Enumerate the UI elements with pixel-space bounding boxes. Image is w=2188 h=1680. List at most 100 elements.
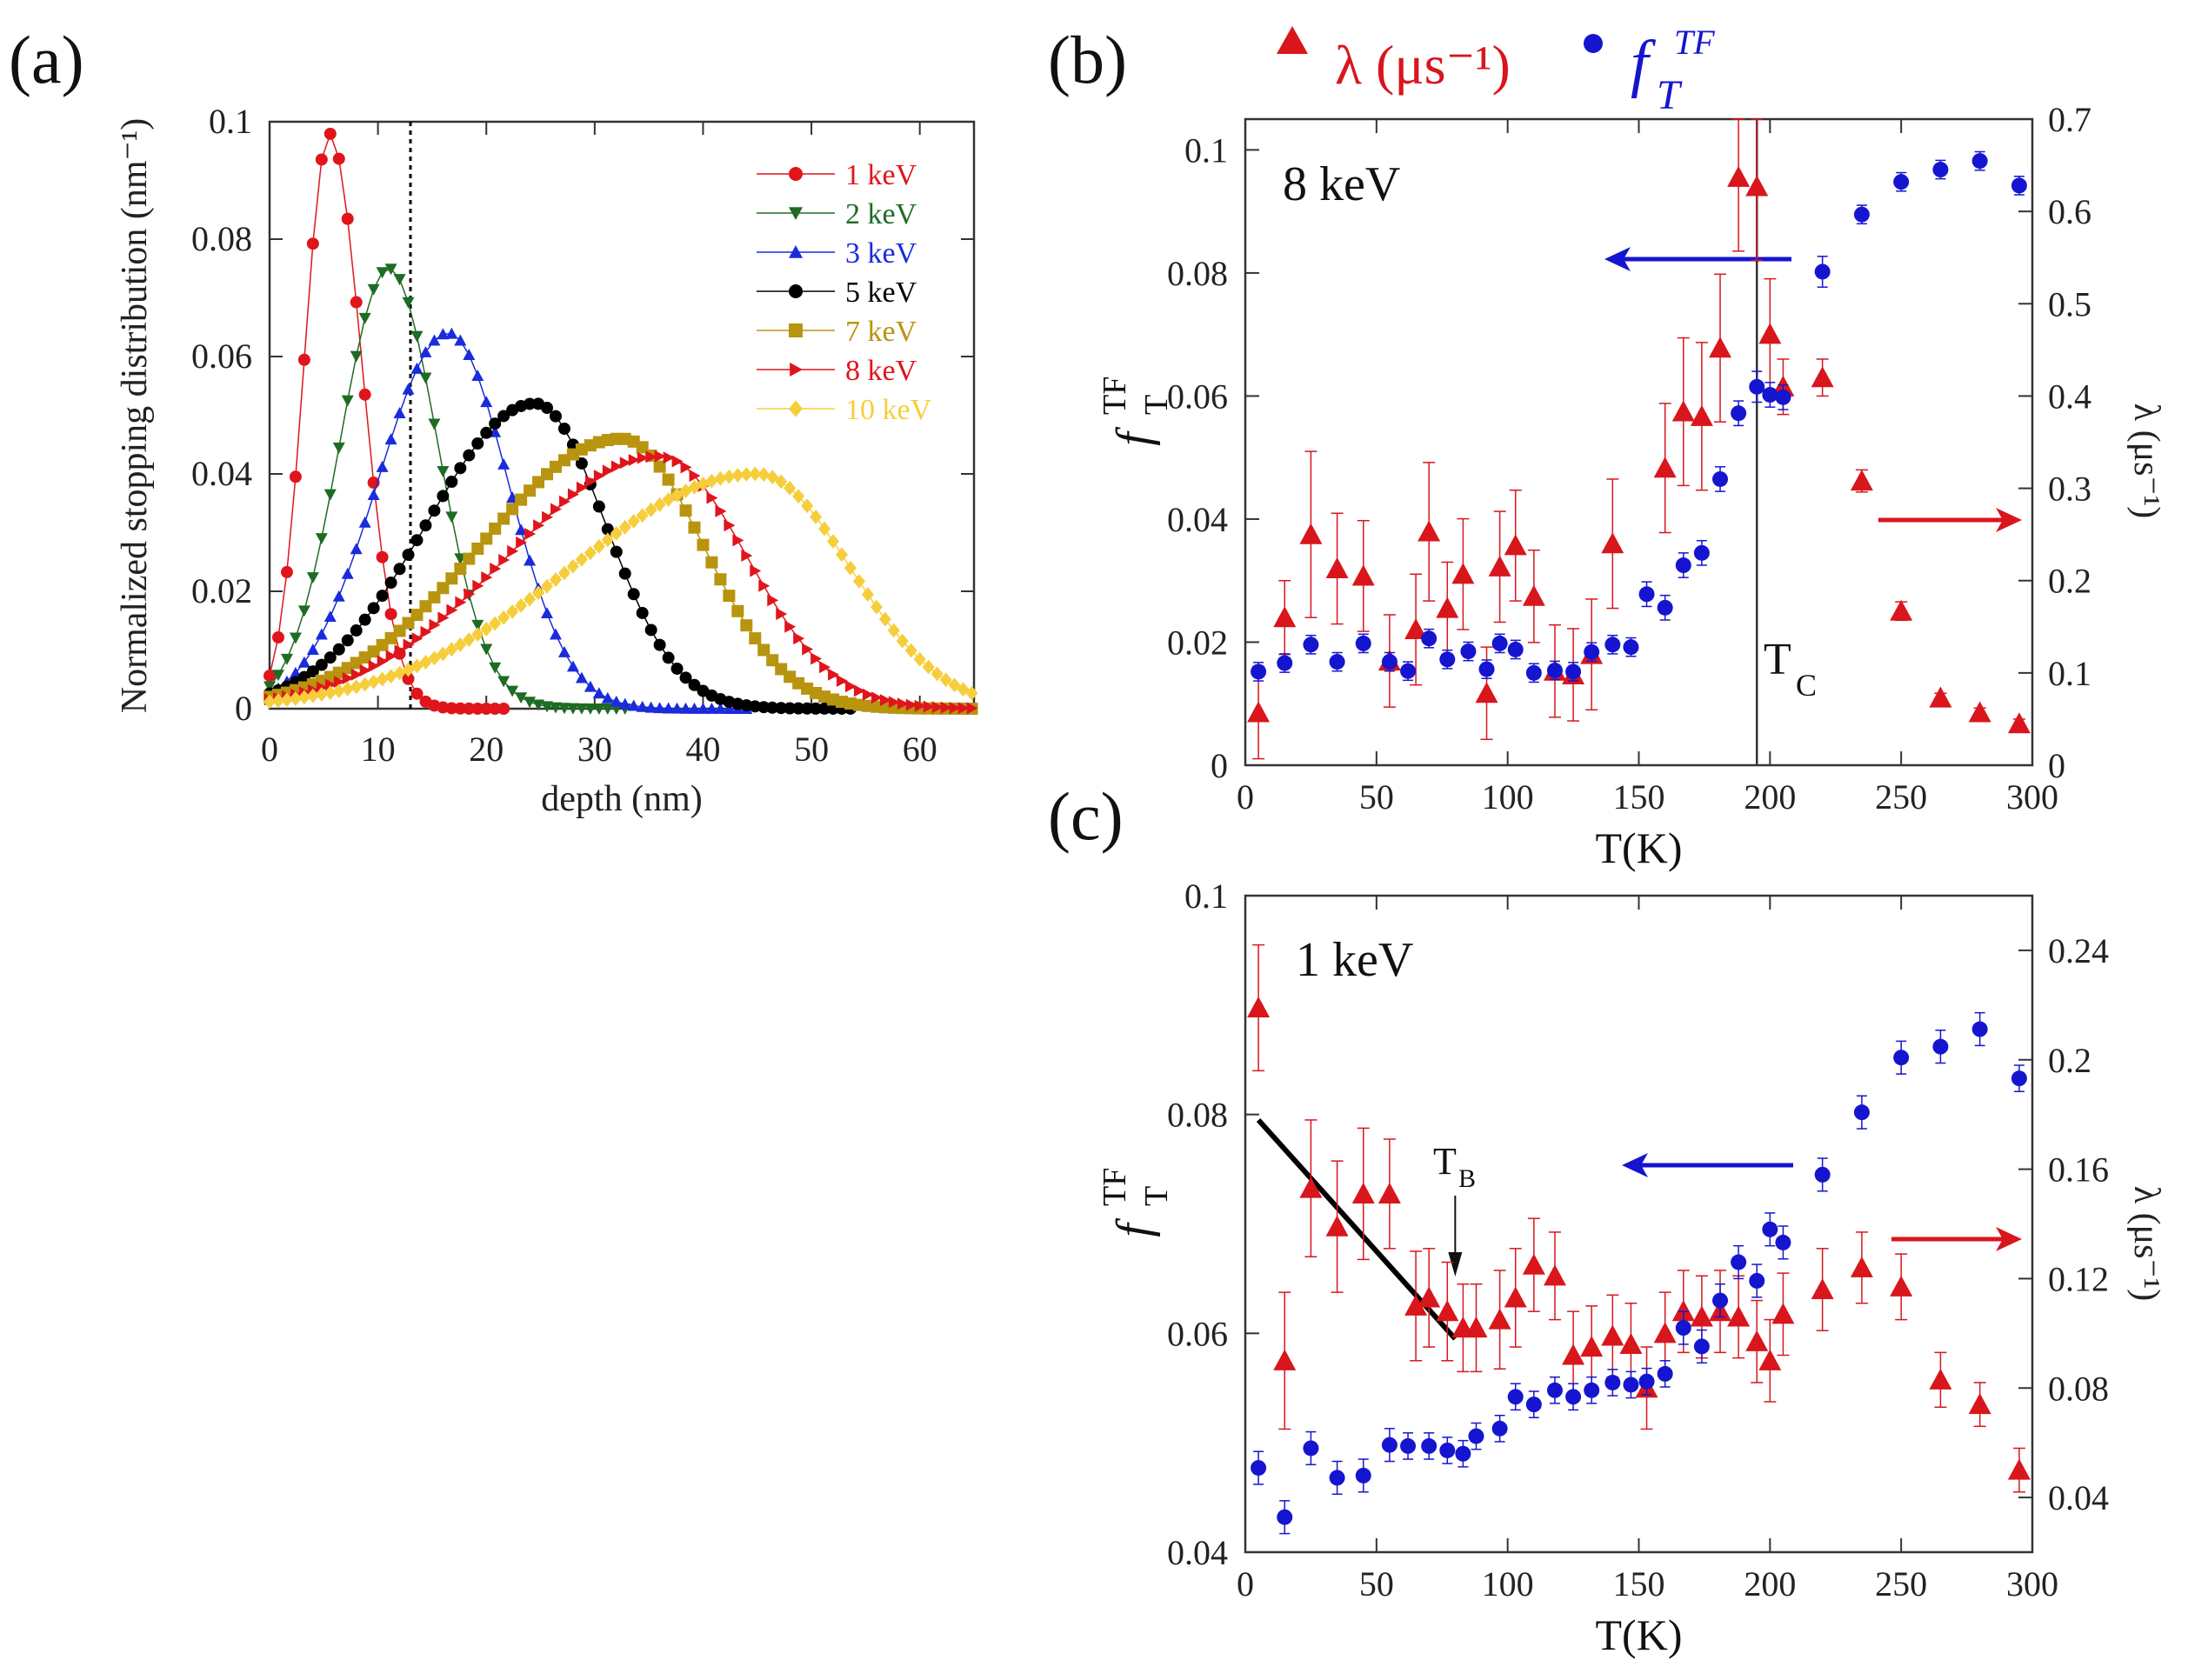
lambda-point: [1745, 175, 1769, 197]
ft-point: [1303, 637, 1319, 653]
data-point: [653, 702, 666, 714]
y-tick-label: 0.04: [191, 454, 252, 493]
ft-point: [1400, 1437, 1417, 1454]
data-point: [618, 567, 631, 580]
ft-point: [2011, 177, 2027, 194]
ft-point: [1584, 643, 1600, 660]
data-point: [532, 585, 545, 601]
data-point: [662, 492, 675, 508]
lambda-point: [1351, 1182, 1375, 1203]
legend-marker: [789, 167, 803, 181]
data-point: [332, 152, 345, 165]
lambda-point: [2007, 1458, 2031, 1480]
data-point: [758, 579, 770, 592]
data-point: [506, 503, 519, 516]
ft-point: [1623, 1377, 1639, 1393]
data-point: [731, 604, 744, 617]
x-tick-label: 10: [361, 730, 396, 769]
x-tick-label: 20: [469, 730, 504, 769]
legend-marker: [789, 245, 803, 258]
data-point: [445, 511, 458, 523]
data-point: [445, 327, 458, 339]
data-point: [636, 508, 649, 523]
data-point: [749, 632, 762, 645]
data-point: [592, 538, 605, 554]
ft-point: [1546, 1382, 1563, 1398]
lambda-point: [1475, 682, 1498, 703]
data-point: [662, 702, 675, 714]
lambda-point: [1299, 1177, 1323, 1198]
data-point: [741, 549, 753, 562]
panel-b-ft-series: [1251, 150, 2027, 683]
data-point: [575, 552, 588, 567]
y2-tick-label: 0.04: [2048, 1478, 2109, 1517]
series-1-keV: [263, 127, 510, 715]
data-point: [506, 685, 519, 697]
ft-point: [1638, 1373, 1655, 1390]
data-point: [480, 532, 493, 545]
data-point: [454, 702, 467, 715]
lambda-point: [1811, 366, 1834, 388]
ft-point: [1400, 663, 1417, 679]
ft-point: [1355, 635, 1371, 651]
data-point: [775, 474, 788, 490]
ft-point: [1507, 641, 1524, 657]
ft-point: [1303, 1440, 1319, 1457]
data-point: [618, 697, 631, 710]
data-point: [454, 334, 467, 346]
data-point: [784, 480, 797, 496]
lambda-point: [1504, 534, 1527, 556]
ft-point: [1491, 1420, 1508, 1437]
data-point: [575, 703, 588, 715]
data-point: [705, 702, 718, 714]
ft-point: [1932, 1038, 1949, 1055]
data-point: [888, 696, 900, 709]
data-point: [376, 671, 389, 687]
data-point: [706, 491, 718, 504]
data-point: [533, 519, 545, 532]
data-point: [931, 666, 944, 682]
data-point: [410, 330, 424, 343]
x-tick-label: 30: [577, 730, 612, 769]
data-point: [324, 678, 337, 691]
data-point: [489, 662, 502, 674]
legend-label: 10 keV: [845, 394, 932, 426]
data-point: [654, 450, 666, 463]
data-point: [358, 613, 371, 626]
data-point: [636, 700, 649, 712]
lambda-point: [1653, 457, 1677, 478]
data-point: [592, 703, 605, 715]
data-point: [828, 668, 839, 681]
data-point: [393, 274, 406, 286]
ft-point: [1893, 1050, 1910, 1066]
lambda-point: [1671, 1300, 1695, 1322]
data-point: [489, 616, 502, 631]
data-point: [367, 674, 380, 690]
lambda-point: [1890, 599, 1913, 621]
data-point: [792, 489, 805, 504]
lambda-point: [1580, 1336, 1604, 1357]
data-point: [618, 519, 631, 535]
ft-point: [1468, 1428, 1484, 1444]
data-point: [358, 388, 371, 401]
data-point: [402, 548, 415, 561]
y2-tick-label: 0.7: [2048, 100, 2091, 139]
panel-c-lambda-series: [1247, 943, 2031, 1493]
x-tick-label: 200: [1744, 777, 1796, 817]
data-point: [480, 702, 493, 715]
data-point: [359, 664, 371, 677]
lambda-point: [1351, 564, 1375, 586]
data-point: [697, 477, 710, 491]
ft-point: [1381, 654, 1398, 670]
data-point: [358, 516, 371, 528]
lambda-point: [1758, 323, 1782, 344]
data-point: [324, 651, 337, 664]
data-point: [454, 563, 467, 576]
data-point: [280, 692, 293, 708]
data-point: [306, 643, 319, 655]
svg-text:T: T: [1138, 1186, 1175, 1206]
ft-point: [1749, 1272, 1765, 1289]
data-point: [870, 599, 883, 615]
data-point: [480, 622, 493, 637]
data-point: [801, 498, 814, 514]
